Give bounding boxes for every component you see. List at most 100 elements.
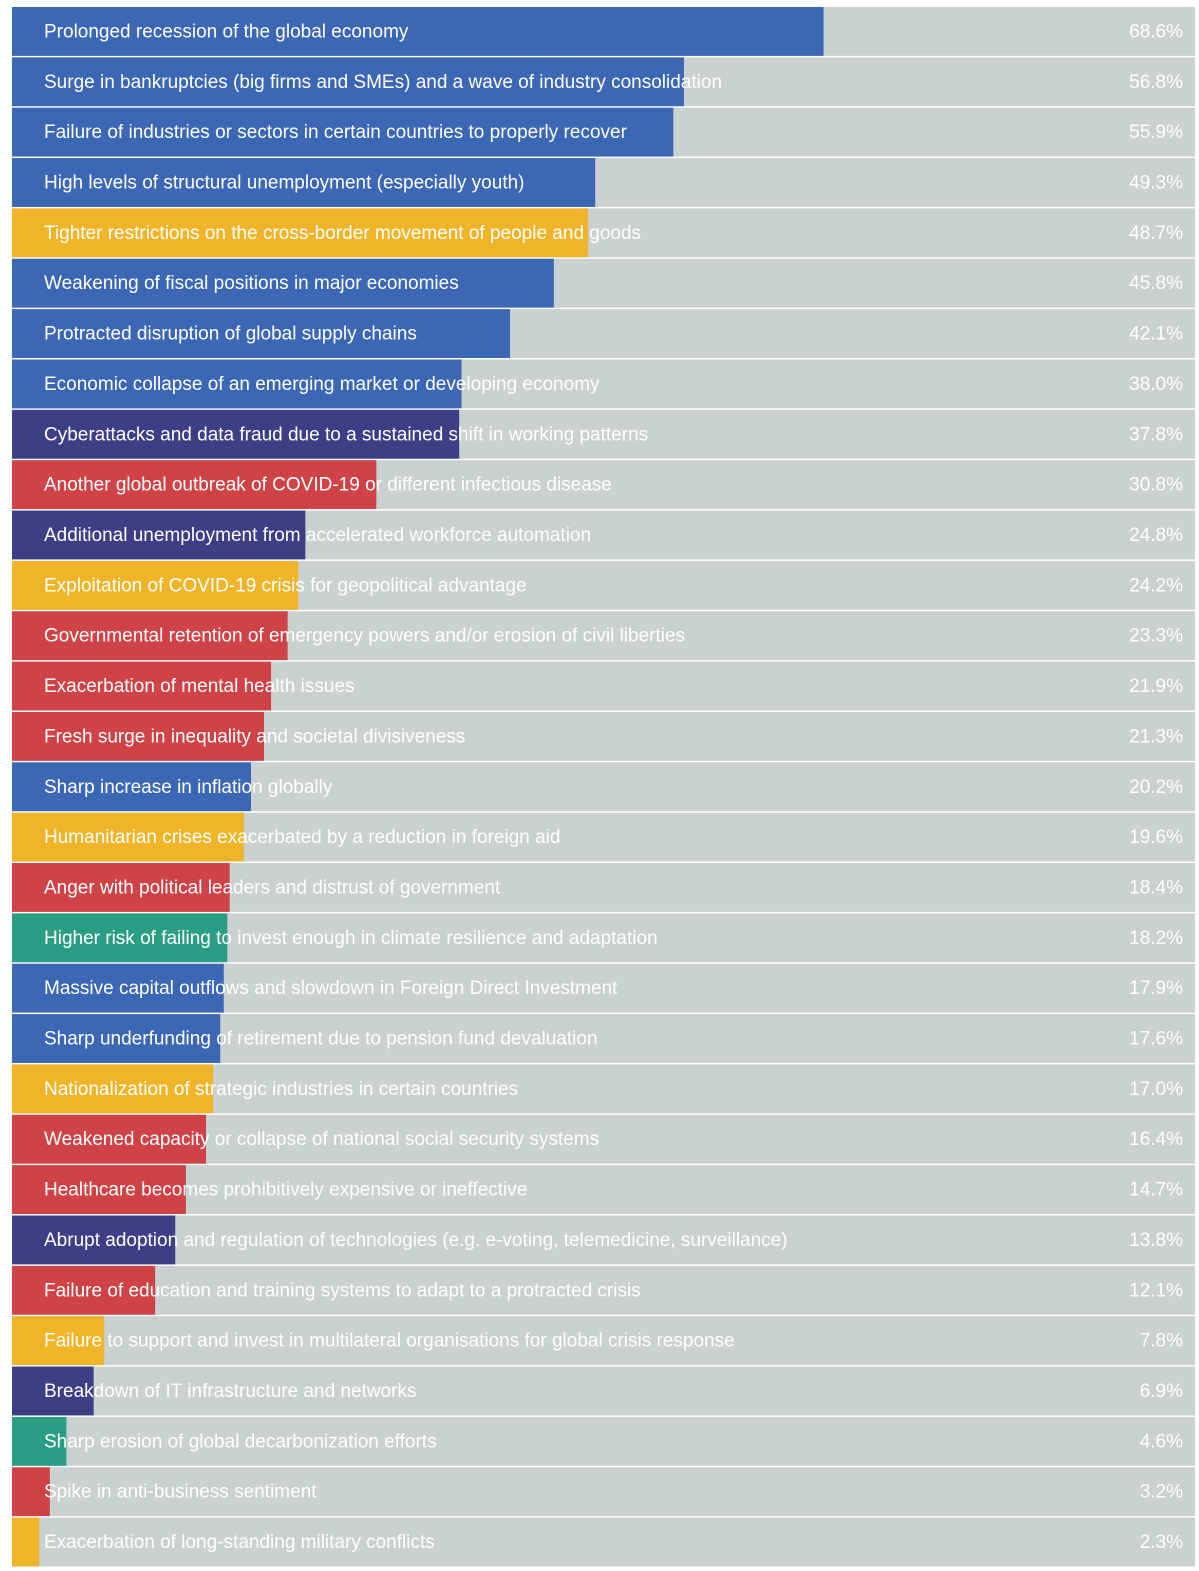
bar-track <box>12 1316 1195 1366</box>
bar-label: Sharp increase in inflation globally <box>44 777 333 798</box>
bar-label: Exploitation of COVID-19 crisis for geop… <box>44 575 527 596</box>
bar-track <box>12 1165 1195 1215</box>
value-label: 48.7% <box>1129 223 1183 244</box>
bar-label: Failure to support and invest in multila… <box>44 1331 735 1352</box>
bar <box>12 812 244 862</box>
value-label: 17.0% <box>1129 1079 1183 1100</box>
value-label: 21.3% <box>1129 726 1183 747</box>
value-label: 45.8% <box>1129 273 1183 294</box>
value-label: 24.8% <box>1129 525 1183 546</box>
bar <box>12 1215 176 1265</box>
bar-track <box>12 1366 1195 1416</box>
bar <box>12 1467 50 1517</box>
bar-label: Massive capital outflows and slowdown in… <box>44 978 618 999</box>
bar-label: Breakdown of IT infrastructure and netwo… <box>44 1381 416 1402</box>
value-label: 3.2% <box>1140 1482 1183 1503</box>
bar-label: Higher risk of failing to invest enough … <box>44 928 658 949</box>
value-label: 23.3% <box>1129 626 1183 647</box>
bar-label: Healthcare becomes prohibitively expensi… <box>44 1180 527 1201</box>
value-label: 38.0% <box>1129 374 1183 395</box>
value-label: 18.2% <box>1129 928 1183 949</box>
value-label: 42.1% <box>1129 324 1183 345</box>
bar <box>12 1014 221 1063</box>
bar <box>12 1366 94 1416</box>
value-label: 4.6% <box>1140 1431 1183 1452</box>
bar-label: Exacerbation of mental health issues <box>44 676 355 697</box>
bar-label: Protracted disruption of global supply c… <box>44 324 417 345</box>
value-label: 21.9% <box>1129 676 1183 697</box>
bar-track <box>12 1215 1195 1265</box>
bar-track <box>12 1416 1195 1466</box>
value-label: 30.8% <box>1129 475 1183 496</box>
bar-label: Failure of education and training system… <box>44 1280 641 1301</box>
bar <box>12 510 306 560</box>
bar <box>12 460 377 510</box>
bar <box>12 107 674 157</box>
bar-label: Abrupt adoption and regulation of techno… <box>44 1230 788 1251</box>
value-label: 24.2% <box>1129 575 1183 596</box>
bar-label: Fresh surge in inequality and societal d… <box>44 726 465 747</box>
value-label: 2.3% <box>1140 1532 1183 1553</box>
bar <box>12 1416 67 1466</box>
bar-track <box>12 1467 1195 1517</box>
value-label: 19.6% <box>1129 827 1183 848</box>
bar <box>12 1265 156 1315</box>
value-label: 14.7% <box>1129 1180 1183 1201</box>
bar <box>12 359 462 409</box>
bar <box>12 409 460 459</box>
bar <box>12 258 554 308</box>
value-label: 12.1% <box>1129 1280 1183 1301</box>
bar-track <box>12 1265 1195 1315</box>
value-label: 37.8% <box>1129 424 1183 445</box>
bar <box>12 762 251 812</box>
bar <box>12 611 288 661</box>
bar <box>12 158 596 207</box>
value-label: 16.4% <box>1129 1129 1183 1150</box>
bar-track <box>12 1517 1195 1567</box>
bar <box>12 208 589 258</box>
bar-label: Governmental retention of emergency powe… <box>44 626 685 647</box>
bar-label: Surge in bankruptcies (big firms and SME… <box>44 72 722 93</box>
bar-label: Nationalization of strategic industries … <box>44 1079 518 1100</box>
bar <box>12 309 511 358</box>
value-label: 6.9% <box>1140 1381 1183 1402</box>
value-label: 56.8% <box>1129 72 1183 93</box>
bar-label: High levels of structural unemployment (… <box>44 173 525 194</box>
bar-label: Cyberattacks and data fraud due to a sus… <box>44 424 648 445</box>
bar-label: Additional unemployment from accelerated… <box>44 525 591 546</box>
bar-label: Failure of industries or sectors in cert… <box>44 122 628 143</box>
bar <box>12 913 228 963</box>
bar-label: Exacerbation of long-standing military c… <box>44 1532 435 1553</box>
value-label: 68.6% <box>1129 21 1183 42</box>
bar-label: Sharp erosion of global decarbonization … <box>44 1431 437 1452</box>
bar <box>12 1517 40 1567</box>
value-label: 13.8% <box>1129 1230 1183 1251</box>
bar-label: Humanitarian crises exacerbated by a red… <box>44 827 560 848</box>
bar <box>12 1064 214 1114</box>
bar <box>12 7 824 56</box>
bar <box>12 661 272 711</box>
value-label: 7.8% <box>1140 1331 1183 1352</box>
bar <box>12 57 684 107</box>
bar <box>12 1165 186 1215</box>
bar-label: Weakened capacity or collapse of nationa… <box>44 1129 599 1150</box>
bar <box>12 1316 105 1366</box>
bar-label: Anger with political leaders and distrus… <box>44 877 501 898</box>
bar <box>12 560 299 610</box>
bar <box>12 863 230 912</box>
bar-track <box>12 1114 1195 1164</box>
value-label: 17.6% <box>1129 1029 1183 1050</box>
bar <box>12 711 264 761</box>
bar <box>12 1114 207 1164</box>
bar-label: Economic collapse of an emerging market … <box>44 374 600 395</box>
bar-label: Sharp underfunding of retirement due to … <box>44 1029 598 1050</box>
value-label: 55.9% <box>1129 122 1183 143</box>
value-label: 18.4% <box>1129 877 1183 898</box>
value-label: 20.2% <box>1129 777 1183 798</box>
value-label: 17.9% <box>1129 978 1183 999</box>
value-label: 49.3% <box>1129 173 1183 194</box>
bar-label: Tighter restrictions on the cross-border… <box>44 223 641 244</box>
bar <box>12 963 224 1013</box>
bar-label: Spike in anti-business sentiment <box>44 1482 317 1503</box>
